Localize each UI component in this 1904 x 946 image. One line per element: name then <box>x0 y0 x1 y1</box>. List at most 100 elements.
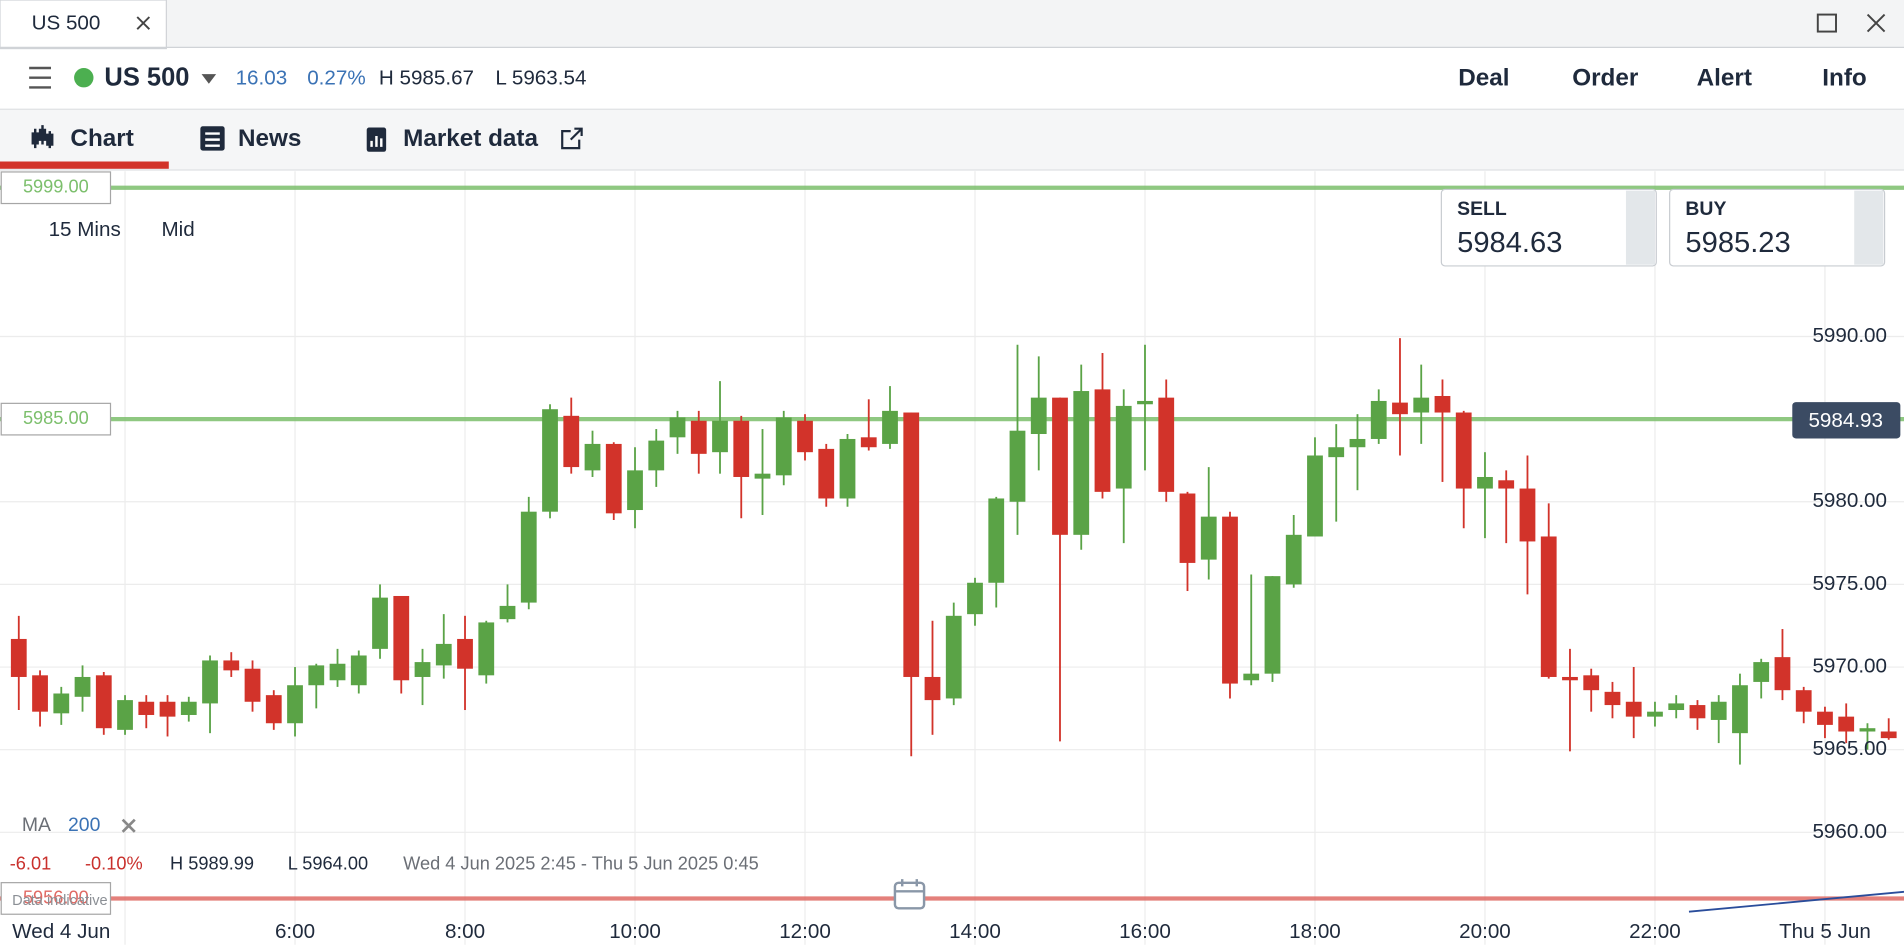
tab-chart[interactable]: Chart <box>70 125 133 152</box>
instrument[interactable]: US 500 <box>104 64 189 92</box>
dropdown[interactable] <box>201 74 217 84</box>
candle-body <box>648 440 665 471</box>
buy-spread <box>1854 190 1884 265</box>
candle-body <box>1413 397 1430 413</box>
level-label-box <box>0 402 112 436</box>
candle-body <box>138 701 155 715</box>
level-label: 5999.00 <box>23 177 89 197</box>
buy-price[interactable]: 5985.23 <box>1685 227 1790 259</box>
ma-line <box>1688 890 1904 913</box>
action[interactable]: Deal <box>1458 64 1509 91</box>
candle-body <box>1179 493 1196 563</box>
candle-body <box>1519 488 1536 542</box>
candle-body <box>478 622 495 676</box>
candle-body <box>1540 536 1557 677</box>
candle-body <box>1625 701 1642 717</box>
candle-body <box>584 443 601 471</box>
price-type[interactable]: Mid <box>162 218 195 241</box>
candle-body <box>1795 690 1812 712</box>
overlay: Wed 4 Jun 6:00 8:00 10:00 12:00 14:00 16:00 18:… <box>0 171 1901 945</box>
change-pct: 0.27% <box>307 66 365 89</box>
candle-body <box>775 417 792 476</box>
candle-body <box>797 420 813 453</box>
maximize[interactable] <box>1816 13 1837 33</box>
x-tick-label: Thu 5 Jun <box>1779 920 1871 943</box>
buy-label[interactable]: BUY <box>1685 198 1726 220</box>
candle-body <box>1328 447 1345 458</box>
calendar-button[interactable] <box>893 881 926 910</box>
tab-news[interactable]: News <box>238 125 301 152</box>
candle-body <box>329 663 346 681</box>
candle-body <box>350 655 367 686</box>
candle-body <box>882 410 898 444</box>
active-tab-indicator <box>0 161 169 169</box>
indicator-period[interactable]: 200 <box>68 814 101 836</box>
candle-body <box>180 701 197 715</box>
action[interactable]: Order <box>1572 64 1639 91</box>
candle-body <box>414 662 431 677</box>
candle-body <box>1009 430 1026 502</box>
x-tick-label: 12:00 <box>779 920 831 943</box>
level-label: 5985.00 <box>23 408 89 428</box>
menu[interactable] <box>29 66 52 89</box>
sell-spread <box>1625 190 1656 265</box>
current-price-label: 5984.93 <box>1808 409 1883 432</box>
window-tab[interactable] <box>0 0 167 50</box>
x-tick-label: Wed 4 Jun <box>12 920 110 943</box>
candle-body <box>223 660 240 671</box>
summary-range: Wed 4 Jun 2025 2:45 - Thu 5 Jun 2025 0:4… <box>403 853 759 873</box>
y-tick-label: 5980.00 <box>1812 489 1887 512</box>
interval[interactable]: 15 Mins <box>49 218 121 241</box>
x-tick-label: 14:00 <box>949 920 1001 943</box>
tab-market-data[interactable]: Market data <box>403 125 538 152</box>
x-tick-label: 16:00 <box>1119 920 1171 943</box>
candle-body <box>1200 516 1217 560</box>
chart-icon <box>31 125 54 149</box>
watermark: Data indicative <box>12 893 108 909</box>
candle-body <box>1137 400 1153 405</box>
candle-body <box>1243 673 1260 681</box>
sell-button[interactable] <box>1440 188 1657 267</box>
candle-body <box>605 443 622 514</box>
candle-body <box>860 437 877 448</box>
candle-body <box>435 643 452 666</box>
summary-change-pct: -0.10% <box>85 853 143 873</box>
window-tab-title[interactable]: US 500 <box>32 12 101 35</box>
candle-body <box>244 668 261 702</box>
y-tick-label: 5990.00 <box>1812 324 1887 347</box>
action[interactable]: Info <box>1822 64 1866 91</box>
level-label-box <box>0 882 112 915</box>
close-tab[interactable] <box>136 16 151 30</box>
candle-body <box>542 409 558 512</box>
candle-body <box>1583 675 1600 691</box>
candle-body <box>1477 476 1493 489</box>
remove-indicator[interactable] <box>121 818 136 833</box>
external-link-icon[interactable] <box>561 127 583 150</box>
candle-body <box>499 605 516 620</box>
candle-body <box>1073 391 1090 535</box>
x-tick-label: 18:00 <box>1289 920 1341 943</box>
candle-body <box>1562 676 1578 681</box>
candle-body <box>117 700 133 730</box>
sell-price[interactable]: 5984.63 <box>1457 227 1562 259</box>
candle-body <box>1604 691 1621 706</box>
action[interactable]: Alert <box>1697 64 1752 91</box>
candle-body <box>95 675 112 729</box>
candle-body <box>308 665 325 686</box>
candle-body <box>287 685 303 724</box>
candle-body <box>1753 662 1770 682</box>
candles <box>10 338 1904 913</box>
sell-label[interactable]: SELL <box>1457 198 1507 220</box>
tab-bar <box>0 0 1904 48</box>
level-label: 5956.00 <box>23 887 89 907</box>
x-tick-label: 20:00 <box>1459 920 1511 943</box>
candle-body <box>53 693 70 714</box>
candle-body <box>74 676 91 697</box>
candle-body <box>372 597 388 649</box>
x-tick-label: 6:00 <box>275 920 315 943</box>
buy-button[interactable] <box>1669 188 1886 267</box>
close-window[interactable] <box>1866 13 1886 33</box>
summary-change: -6.01 <box>10 853 52 873</box>
